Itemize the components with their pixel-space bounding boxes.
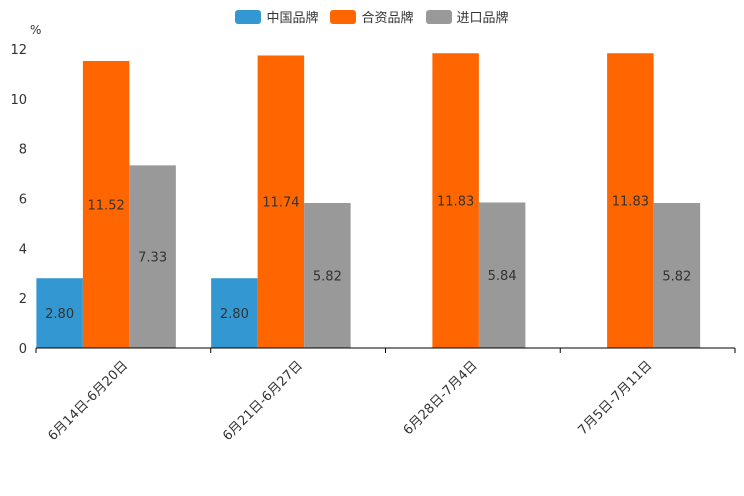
- bar-value-label: 5.82: [313, 269, 342, 284]
- bar[interactable]: [478, 202, 526, 348]
- bar-series: 2.80 11.52 7.33 2.80 11.74 5.82 11.83 5.84 11.83…: [36, 53, 701, 349]
- legend-item-joint-brand[interactable]: 合资品牌: [330, 7, 414, 26]
- bar-value-label: 11.83: [437, 195, 474, 210]
- bar[interactable]: [257, 55, 305, 348]
- bar[interactable]: [82, 60, 130, 349]
- bar[interactable]: [653, 202, 701, 348]
- bar[interactable]: [432, 53, 479, 348]
- legend-item-import-brand[interactable]: 进口品牌: [425, 7, 509, 26]
- legend-item-china-brand[interactable]: 中国品牌: [235, 7, 318, 26]
- bar-value-label: 5.84: [488, 269, 517, 284]
- y-tick-label: 8: [19, 143, 27, 158]
- x-axis: 6月14日-6月20日 6月21日-6月27日 6月28日-7月4日 7月5日-7月1…: [35, 347, 736, 444]
- legend-label-import-brand: 进口品牌: [456, 11, 509, 26]
- y-tick-label: 12: [10, 43, 27, 58]
- bar-value-label: 11.83: [612, 195, 649, 210]
- bar[interactable]: [129, 165, 176, 348]
- y-tick-label: 0: [19, 342, 27, 357]
- bar-value-label: 2.80: [220, 307, 249, 322]
- bar-value-label: 7.33: [138, 251, 167, 266]
- bar-value-label: 11.52: [88, 198, 125, 213]
- x-tick-label: 6月28日-7月4日: [401, 358, 481, 438]
- x-tick-label: 7月5日-7月11日: [576, 358, 656, 438]
- legend-swatch-import-brand: [425, 9, 452, 24]
- x-tick-label: 6月14日-6月20日: [45, 358, 131, 444]
- legend-label-china-brand: 中国品牌: [266, 11, 319, 26]
- bar[interactable]: [304, 202, 351, 348]
- y-tick-label: 2: [19, 292, 27, 307]
- legend-label-joint-brand: 合资品牌: [361, 11, 414, 26]
- legend: 中国品牌 合资品牌 进口品牌: [0, 7, 744, 26]
- bar[interactable]: [607, 53, 654, 348]
- bar-value-label: 2.80: [45, 307, 74, 322]
- bar[interactable]: [211, 278, 258, 348]
- y-tick-label: 10: [10, 93, 27, 108]
- bar-value-label: 11.74: [262, 196, 299, 211]
- y-axis-ticks: 0 2 4 6 8 10 12: [10, 43, 27, 357]
- bar-value-label: 5.82: [662, 269, 691, 284]
- y-tick-label: 4: [19, 242, 27, 257]
- y-axis-unit-label: %: [30, 23, 41, 37]
- bar[interactable]: [36, 278, 83, 348]
- legend-swatch-joint-brand: [330, 9, 357, 24]
- legend-swatch-china-brand: [235, 9, 262, 24]
- x-tick-label: 6月21日-6月27日: [220, 358, 306, 444]
- y-tick-label: 6: [19, 193, 27, 208]
